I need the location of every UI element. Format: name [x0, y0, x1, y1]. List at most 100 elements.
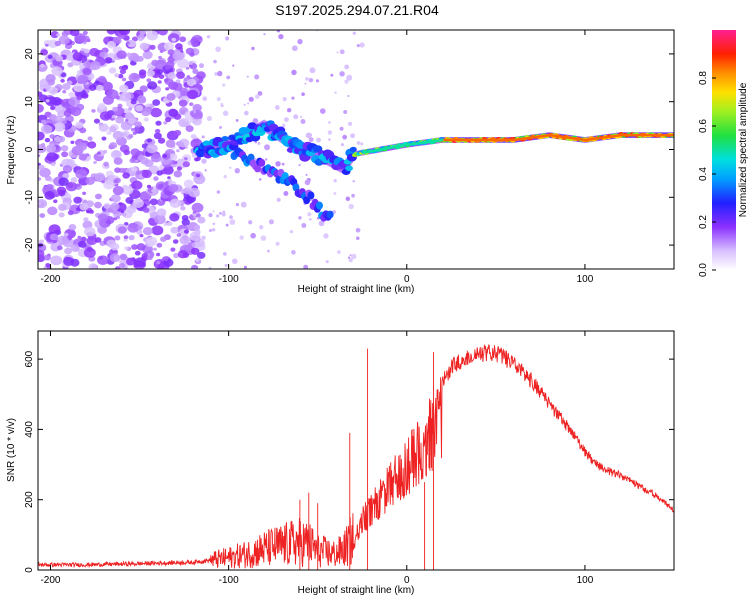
colorbar-label: Normalized spectral amplitude: [738, 82, 749, 217]
ridge-core: [609, 135, 612, 138]
ridge-core: [611, 135, 614, 138]
snr-y-tick-label: 200: [24, 491, 35, 508]
ridge-point: [195, 149, 206, 158]
ridge-core: [456, 138, 459, 142]
noise-blob: [190, 247, 200, 255]
ridge-core: [658, 133, 661, 137]
ridge-core: [555, 134, 557, 138]
noise-blob: [185, 125, 194, 133]
ridge-core: [615, 134, 617, 138]
noise-blob: [343, 110, 348, 114]
ridge-core: [364, 151, 367, 154]
ridge-core: [482, 138, 484, 142]
ridge-core: [644, 133, 647, 137]
noise-blob: [99, 111, 112, 121]
ridge-core: [379, 148, 381, 151]
ridge-core: [451, 138, 453, 142]
noise-blob: [114, 167, 121, 173]
noise-blob: [300, 115, 303, 119]
ridge-core: [418, 141, 420, 145]
colorbar-tick-label: 0.4: [698, 167, 709, 181]
noise-blob: [50, 31, 60, 39]
noise-blob: [38, 154, 41, 158]
noise-blob: [157, 137, 166, 144]
noise-blob: [319, 108, 326, 114]
ridge-core: [537, 135, 540, 138]
ridge-core: [484, 138, 486, 142]
noise-blob: [55, 55, 64, 62]
noise-blob: [68, 224, 77, 231]
ridge-core: [438, 139, 441, 142]
noise-blob: [65, 181, 78, 192]
branch-point: [315, 201, 323, 210]
ridge-core: [510, 138, 512, 142]
ridge-core: [578, 137, 581, 141]
noise-blob: [189, 52, 195, 57]
ridge-core: [626, 133, 629, 137]
noise-blob: [109, 253, 121, 263]
ridge-core: [592, 137, 595, 141]
ridge-core: [582, 138, 584, 141]
ridge-core: [591, 137, 593, 141]
noise-blob: [339, 126, 344, 131]
ridge-core: [665, 133, 668, 137]
ridge-core: [530, 136, 532, 139]
ridge-core: [498, 138, 500, 142]
noise-blob: [60, 72, 67, 78]
ridge-core: [405, 143, 408, 147]
ridge-core: [649, 133, 652, 137]
noise-blob: [309, 67, 316, 74]
noise-blob: [195, 213, 201, 218]
ridge-core: [547, 134, 549, 137]
ridge-core: [400, 144, 402, 148]
ridge-core: [454, 138, 457, 142]
ridge-core: [598, 136, 600, 140]
noise-blob: [175, 79, 181, 84]
ridge-core: [380, 148, 383, 151]
ridge-core: [395, 145, 397, 148]
noise-blob: [342, 134, 348, 140]
noise-blob: [229, 219, 236, 225]
noise-blob: [345, 196, 351, 201]
noise-blob: [154, 214, 166, 225]
noise-blob: [54, 115, 64, 123]
noise-blob: [83, 60, 91, 68]
noise-blob: [63, 110, 72, 117]
ridge-core: [554, 134, 557, 138]
ridge-core: [543, 134, 546, 138]
snr-x-tick-label: -200: [40, 575, 60, 586]
noise-blob: [127, 222, 140, 233]
noise-blob: [87, 141, 97, 149]
ridge-core: [592, 137, 594, 141]
ridge-core: [559, 135, 562, 138]
ridge-core: [483, 138, 485, 142]
noise-blob: [38, 94, 48, 103]
noise-blob: [267, 249, 270, 253]
ridge-core: [429, 140, 431, 143]
noise-blob: [47, 54, 53, 60]
noise-blob: [60, 145, 69, 152]
noise-blob: [315, 79, 320, 83]
ridge-core: [455, 138, 458, 142]
ridge-core: [497, 138, 500, 142]
noise-blob: [304, 179, 311, 186]
noise-blob: [98, 123, 109, 132]
noise-blob: [213, 59, 217, 64]
noise-blob: [308, 77, 314, 83]
ridge-core: [502, 138, 505, 142]
ridge-core: [381, 147, 384, 151]
noise-blob: [48, 86, 58, 95]
noise-blob: [239, 235, 244, 240]
ridge-core: [664, 133, 666, 137]
noise-blob: [258, 178, 262, 181]
noise-blob: [339, 71, 345, 77]
noise-blob: [95, 84, 104, 92]
noise-blob: [101, 136, 107, 141]
noise-blob: [146, 138, 153, 143]
ridge-core: [502, 138, 504, 142]
noise-blob: [78, 153, 88, 161]
ridge-core: [378, 148, 380, 152]
noise-blob: [360, 142, 364, 146]
noise-blob: [297, 38, 303, 45]
ridge-core: [672, 133, 674, 137]
